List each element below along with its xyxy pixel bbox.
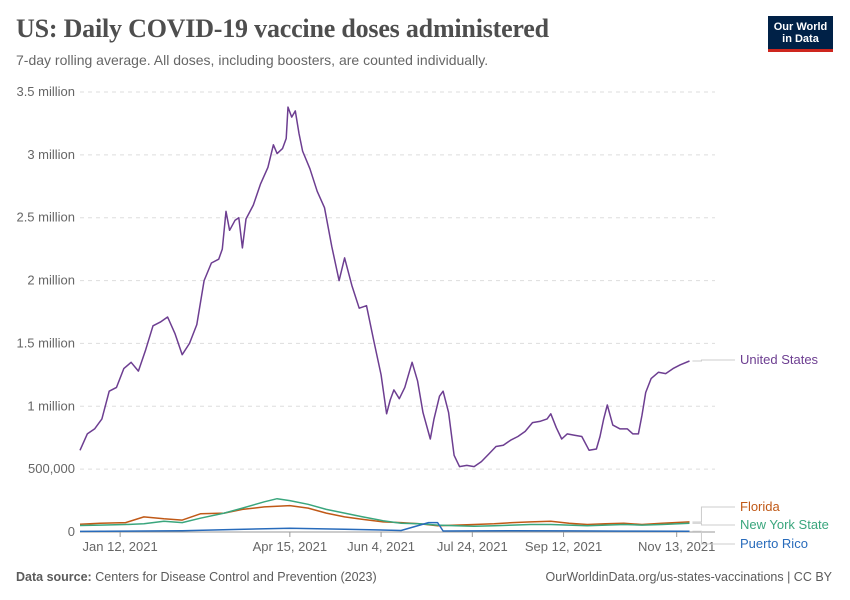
logo-line-1: Our World	[773, 21, 828, 33]
y-tick-label: 0	[68, 524, 75, 539]
chart-subtitle: 7-day rolling average. All doses, includ…	[16, 52, 489, 68]
y-tick-label: 2 million	[27, 273, 75, 288]
x-tick-label: Jan 12, 2021	[83, 539, 158, 554]
label-connector	[692, 506, 735, 523]
grid-lines	[80, 91, 715, 470]
chart-title: US: Daily COVID-19 vaccine doses adminis…	[16, 14, 549, 43]
data-source-label: Data source:	[16, 570, 92, 584]
x-tick-label: Jul 24, 2021	[437, 539, 508, 554]
label-connector	[692, 530, 735, 545]
y-axis-ticks: 0 500,000 1 million 1.5 million 2 million 2.5…	[16, 84, 75, 539]
x-axis: Jan 12, 2021 Apr 15, 2021 Jun 4, 2021 Jul 2…	[80, 531, 715, 554]
x-tick-label: Jun 4, 2021	[347, 539, 415, 554]
series-lines	[79, 106, 690, 533]
y-tick-label: 500,000	[28, 461, 75, 476]
series-labels: United States Florida New York State Puerto…	[692, 352, 829, 551]
series-line-united-states	[79, 106, 690, 468]
y-tick-label: 1.5 million	[16, 335, 75, 350]
data-source: Data source: Centers for Disease Control…	[16, 570, 377, 584]
x-tick-label: Nov 13, 2021	[638, 539, 715, 554]
owid-logo[interactable]: Our World in Data	[768, 16, 833, 52]
y-tick-label: 3 million	[27, 147, 75, 162]
series-line-new-york-state	[79, 497, 690, 528]
logo-line-2: in Data	[782, 33, 819, 45]
y-tick-label: 3.5 million	[16, 84, 75, 99]
series-line-puerto-rico	[79, 521, 690, 533]
series-label-florida: Florida	[740, 499, 781, 514]
series-line-florida	[79, 504, 690, 527]
y-tick-label: 2.5 million	[16, 210, 75, 225]
series-label-united-states: United States	[740, 352, 819, 367]
series-label-new-york-state: New York State	[740, 517, 829, 532]
source-url[interactable]: OurWorldinData.org/us-states-vaccination…	[545, 570, 832, 584]
label-connector	[692, 522, 735, 526]
label-connector	[692, 359, 735, 362]
x-tick-label: Sep 12, 2021	[525, 539, 602, 554]
series-label-puerto-rico: Puerto Rico	[740, 536, 808, 551]
x-tick-label: Apr 15, 2021	[253, 539, 327, 554]
line-chart: 0 500,000 1 million 1.5 million 2 million 2.5…	[16, 84, 829, 554]
y-tick-label: 1 million	[27, 398, 75, 413]
data-source-text: Centers for Disease Control and Preventi…	[95, 570, 377, 584]
